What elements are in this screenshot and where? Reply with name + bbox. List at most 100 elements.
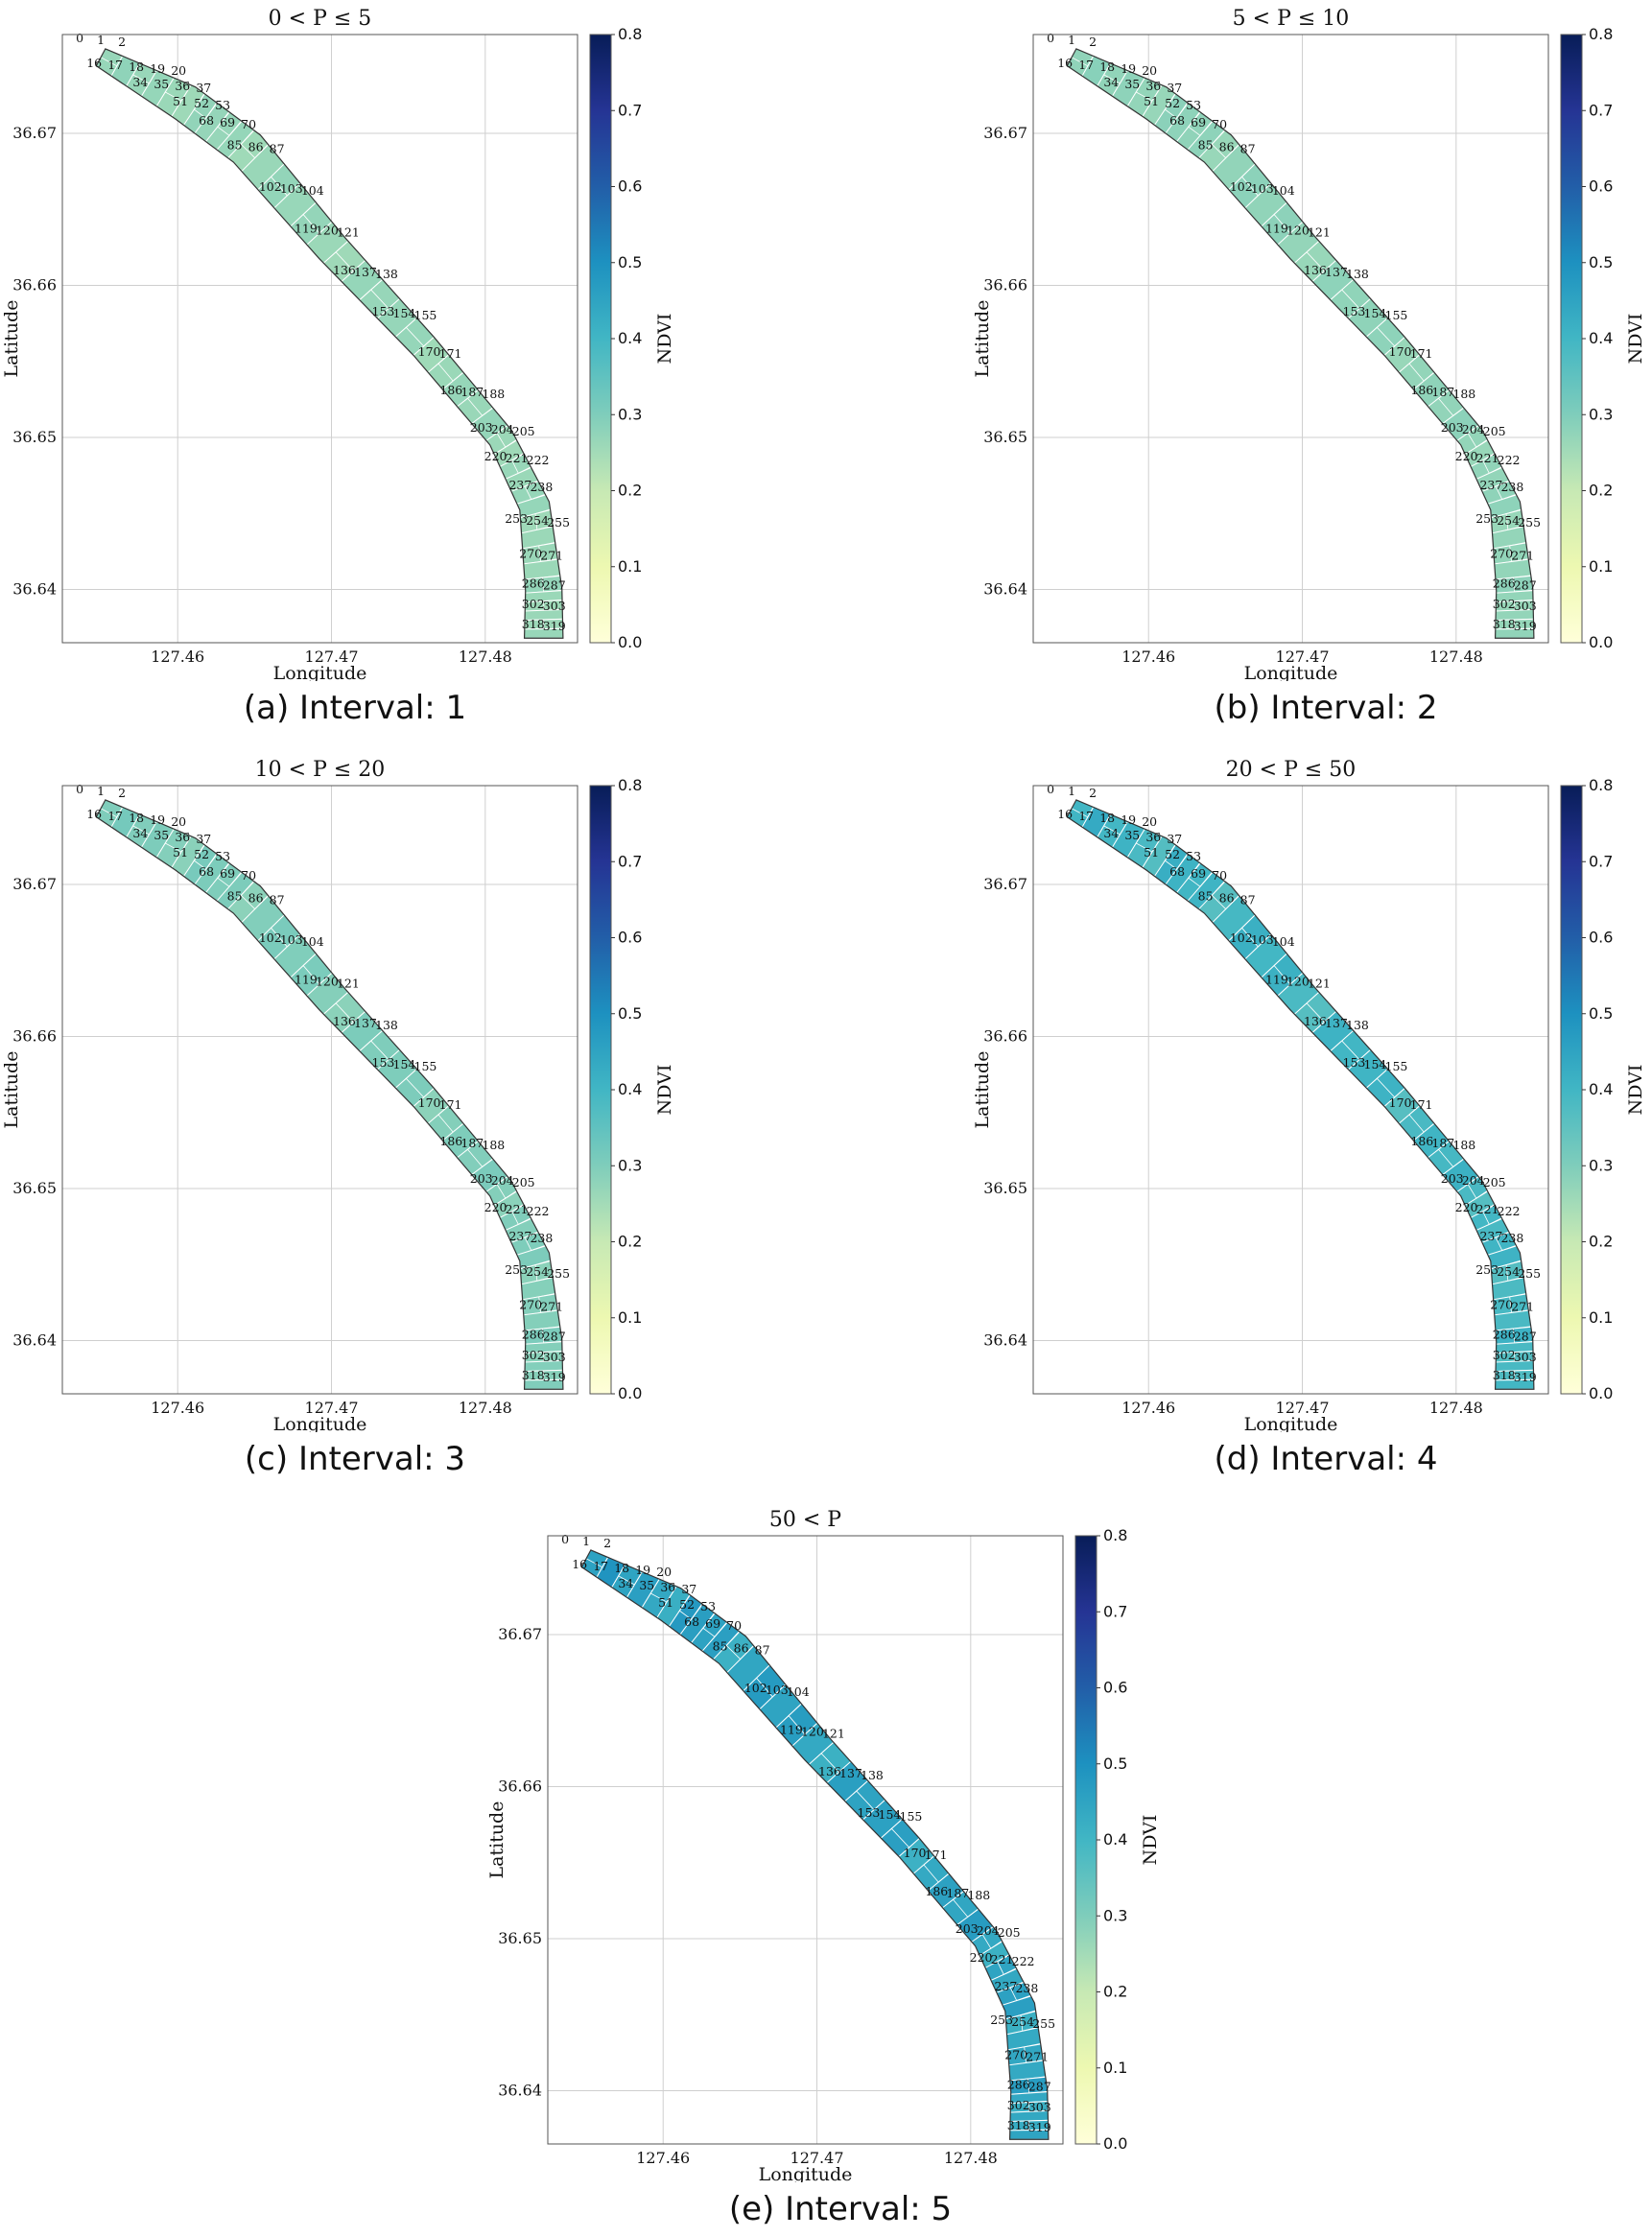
cell-index-label: 53 [1186,98,1201,112]
cell-index-label: 103 [1251,932,1274,947]
cell-index-label: 255 [547,515,570,530]
cell-divider [1165,859,1177,870]
plot-frame [61,34,578,644]
x-axis-label: Longitude [1244,663,1338,681]
cell-index-label: 120 [1286,223,1310,237]
cell-index-label: 303 [1514,599,1537,613]
cell-index-label: 2 [603,1536,611,1550]
y-tick-label: 36.66 [498,1778,542,1796]
colorbar-tick-label: 0.6 [618,929,642,947]
ndvi-map-chart: 0 < P ≤ 5 127.46 127.47 127.48 36.67 36.66 36.… [1,7,675,681]
cell-divider [856,1790,875,1810]
x-tick-label: 127.46 [1121,1399,1175,1417]
cell-index-label: 87 [1240,893,1256,907]
cell-index-label: 36 [1145,830,1161,844]
cell-index-label: 222 [1012,1954,1035,1968]
cell-index-label: 186 [439,383,462,397]
cell-index-label: 318 [1007,2118,1030,2132]
cell-index-label: 154 [393,1057,416,1071]
cell-index-label: 35 [1124,77,1140,91]
x-tick-label: 127.47 [791,2149,844,2167]
cell-index-label: 119 [295,221,318,235]
cell-index-label: 154 [393,306,416,320]
cell-divider [1188,877,1201,887]
colorbar-tick-label: 0.3 [1589,1156,1613,1174]
colorbar [1560,785,1583,1395]
y-tick-label: 36.67 [12,875,57,893]
cell-divider [618,1575,635,1586]
cell-index-label: 220 [1455,1200,1478,1214]
cell-index-label: 253 [505,1262,528,1277]
cell-index-label: 254 [1497,513,1520,528]
cell-index-label: 238 [530,480,553,494]
cell-index-label: 20 [1142,63,1157,78]
cell-index-label: 19 [150,812,165,827]
cell-index-label: 153 [372,304,395,318]
cell-divider [1408,1114,1425,1133]
cell-index-label: 37 [1167,81,1182,95]
map-panel: 0 < P ≤ 5 127.46 127.47 127.48 36.67 36.66 36.… [0,0,710,729]
cell-divider [953,1899,969,1918]
cell-index-label: 203 [956,1921,979,1936]
cell-index-label: 34 [1103,75,1119,89]
cell-index-label: 19 [150,61,165,76]
cell-index-label: 204 [977,1923,1000,1938]
cell-index-label: 20 [1142,814,1157,829]
cell-index-label: 51 [658,1595,673,1610]
cell-index-label: 0 [1047,31,1054,45]
cell-divider [679,1610,692,1620]
chart-title: 5 < P ≤ 10 [1233,7,1350,31]
cell-index-label: 204 [491,1173,514,1188]
cell-divider [1306,251,1325,271]
colorbar-tick-label: 0.3 [618,405,642,423]
cell-index-label: 138 [375,267,398,281]
cell-index-label: 255 [1518,1266,1541,1281]
cell-index-label: 318 [1493,617,1516,631]
strip-outline [580,1549,1050,2140]
map-panel: 5 < P ≤ 10 127.46 127.47 127.48 36.67 36.66 36… [971,0,1652,729]
cell-index-label: 170 [904,1846,927,1860]
colorbar-tick-label: 0.0 [1589,1384,1613,1402]
colorbar-tick-label: 0.7 [1103,1602,1127,1620]
colorbar-tick-label: 0.5 [1103,1754,1127,1773]
colorbar-tick-label: 0.8 [1103,1526,1127,1544]
cell-index-label: 20 [171,63,186,78]
cell-divider [1211,144,1227,158]
cell-divider [1495,1236,1503,1251]
cell-divider [511,1211,519,1225]
cell-divider [370,1040,389,1060]
strip-outline [95,799,564,1390]
cell-divider [335,251,354,271]
cell-index-label: 270 [1490,1298,1513,1312]
cell-index-label: 270 [519,1298,542,1312]
cell-index-label: 270 [1490,547,1513,561]
colorbar-tick-label: 0.2 [1103,1983,1127,2001]
cell-index-label: 205 [512,424,535,438]
cell-index-label: 255 [547,1266,570,1281]
x-tick-label: 127.47 [1276,1399,1330,1417]
cell-divider [1438,398,1454,416]
cell-index-label: 188 [1452,387,1475,401]
panel-caption: (a) Interval: 1 [243,689,467,727]
colorbar-tick-label: 0.5 [1589,253,1613,271]
cell-index-label: 188 [482,1138,505,1152]
cell-index-label: 52 [1165,847,1180,861]
cell-index-label: 205 [1483,1175,1506,1189]
cell-index-label: 318 [1493,1368,1516,1382]
cell-index-label: 69 [220,866,235,881]
cell-index-label: 68 [199,864,214,879]
cell-index-label: 121 [337,976,360,990]
cell-index-label: 119 [1265,972,1288,986]
y-tick-label: 36.67 [983,124,1027,142]
cell-index-label: 68 [1169,113,1185,128]
cell-index-label: 204 [1462,422,1485,436]
cell-index-label: 155 [900,1809,923,1824]
cell-index-label: 253 [505,511,528,526]
cell-divider [194,108,206,119]
cell-index-label: 86 [1219,891,1235,906]
cell-index-label: 53 [215,849,230,863]
cell-index-label: 153 [1343,1055,1366,1070]
cell-index-label: 220 [1455,449,1478,463]
cell-index-label: 85 [227,138,243,153]
cell-divider [891,1828,909,1848]
